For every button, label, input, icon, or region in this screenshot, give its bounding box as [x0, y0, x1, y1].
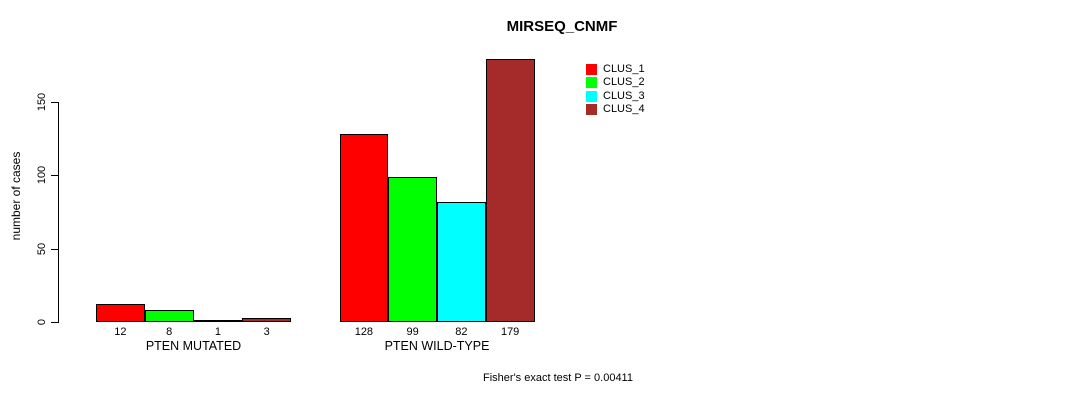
bar-value-label: 1	[214, 326, 221, 338]
legend-swatch	[586, 104, 597, 116]
bar	[388, 176, 437, 322]
bar	[485, 59, 535, 322]
y-tick-label: 150	[36, 92, 48, 112]
fisher-test-annotation: Fisher's exact test P = 0.00411	[483, 372, 633, 384]
y-tick-mark	[51, 175, 58, 177]
y-tick-label: 100	[36, 166, 48, 185]
legend-label: CLUS_1	[603, 63, 645, 75]
y-tick-mark	[51, 322, 58, 323]
bar-value-label: 12	[114, 326, 127, 338]
y-tick-label: 50	[36, 242, 48, 255]
bar-value-label: 128	[354, 326, 374, 338]
bar	[144, 310, 194, 322]
bar	[339, 134, 389, 322]
bar-value-label: 8	[166, 326, 173, 338]
y-axis-line	[58, 102, 59, 323]
bar-value-label: 179	[500, 326, 520, 338]
chart-title: MIRSEQ_CNMF	[506, 18, 618, 35]
y-axis-label: number of cases	[9, 151, 23, 241]
legend-label: CLUS_2	[603, 76, 645, 89]
group-label: PTEN WILD-TYPE	[384, 339, 490, 353]
legend-swatch	[586, 90, 597, 102]
group-label: PTEN MUTATED	[145, 339, 242, 353]
y-tick-label: 0	[36, 318, 48, 326]
bar	[437, 201, 486, 322]
bar-value-label: 99	[406, 326, 419, 338]
bar	[193, 320, 243, 323]
bar	[96, 304, 145, 322]
y-tick-mark	[51, 248, 58, 250]
y-tick-mark	[51, 102, 58, 103]
legend-swatch	[586, 77, 597, 89]
legend-swatch	[586, 64, 597, 75]
bar-value-label: 3	[263, 326, 270, 338]
bar-value-label: 82	[455, 326, 468, 338]
bar	[242, 317, 291, 322]
legend-label: CLUS_3	[603, 89, 645, 102]
legend-label: CLUS_4	[603, 103, 645, 116]
